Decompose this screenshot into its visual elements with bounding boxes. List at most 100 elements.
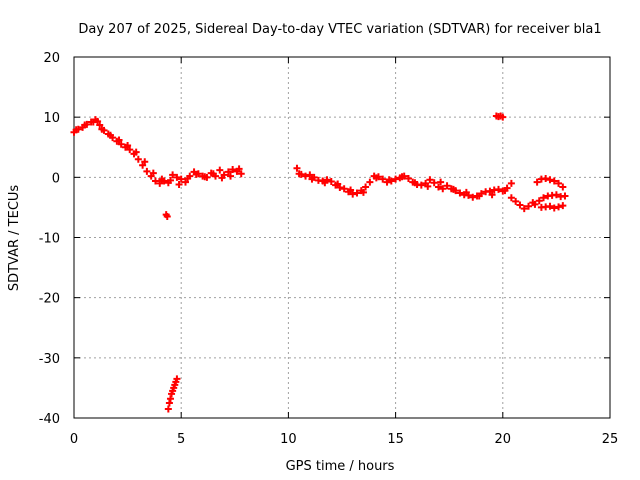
data-point [165, 399, 173, 407]
data-point [149, 169, 157, 177]
data-point [132, 148, 140, 156]
data-point [96, 121, 104, 129]
data-point [449, 185, 457, 193]
data-point [424, 182, 432, 190]
data-point [173, 375, 181, 383]
data-point [235, 165, 243, 173]
data-point [475, 192, 483, 200]
data-point [143, 167, 151, 175]
y-tick-label: 20 [43, 51, 60, 66]
data-point [417, 181, 425, 189]
data-point [512, 197, 520, 205]
data-point [443, 182, 451, 190]
data-point [525, 202, 533, 210]
data-point [501, 187, 509, 195]
data-point [362, 183, 370, 191]
data-point [456, 189, 464, 197]
data-point [295, 170, 303, 178]
data-point [516, 201, 524, 209]
data-point [533, 178, 541, 186]
data-point [321, 179, 329, 187]
data-point [81, 121, 89, 129]
data-point [495, 185, 503, 193]
data-point [158, 175, 166, 183]
data-point [334, 180, 342, 188]
data-point [302, 172, 310, 180]
data-point [437, 178, 445, 186]
data-point [124, 141, 132, 149]
data-point [224, 168, 232, 176]
y-tick-label: 10 [43, 111, 60, 126]
data-point [306, 171, 314, 179]
data-point [181, 178, 189, 186]
data-point [552, 191, 560, 199]
data-point [175, 181, 183, 189]
data-point [184, 175, 192, 183]
data-point [462, 188, 470, 196]
data-point [216, 166, 224, 174]
data-point [117, 140, 125, 148]
data-point [372, 174, 380, 182]
x-tick-label: 25 [602, 432, 619, 447]
y-axis-label: SDTVAR / TECUs [7, 185, 22, 292]
data-point [486, 187, 494, 195]
data-point [359, 188, 367, 196]
data-point [555, 203, 563, 211]
data-point [201, 173, 209, 181]
data-point [559, 202, 567, 210]
data-point [166, 176, 174, 184]
data-point [163, 212, 171, 220]
data-point [166, 395, 174, 403]
x-tick-label: 5 [177, 432, 185, 447]
data-point [169, 171, 177, 179]
data-points [70, 112, 569, 413]
data-point [229, 166, 237, 174]
data-point [336, 184, 344, 192]
data-point [555, 179, 563, 187]
chart-title: Day 207 of 2025, Sidereal Day-to-day VTE… [78, 22, 601, 37]
data-point [546, 202, 554, 210]
data-point [139, 161, 147, 169]
data-point [540, 194, 548, 202]
data-point [340, 185, 348, 193]
data-point [106, 131, 114, 139]
data-point [550, 204, 558, 212]
data-point [392, 175, 400, 183]
data-point [227, 172, 235, 180]
data-point [398, 173, 406, 181]
data-point [546, 176, 554, 184]
data-point [72, 126, 80, 134]
data-point [507, 194, 515, 202]
data-point [426, 176, 434, 184]
data-point [499, 113, 507, 121]
data-point [177, 175, 185, 183]
data-point [439, 185, 447, 193]
x-tick-label: 0 [70, 432, 78, 447]
data-point [561, 192, 569, 200]
data-point [327, 178, 335, 186]
data-point [209, 170, 217, 178]
data-point [353, 189, 361, 197]
y-tick-label: 0 [52, 171, 60, 186]
data-point [385, 176, 393, 184]
data-point [126, 146, 134, 154]
data-point [404, 175, 412, 183]
data-point [151, 177, 159, 185]
data-point [434, 183, 442, 191]
data-point [535, 197, 543, 205]
data-point [347, 186, 355, 194]
x-axis-label: GPS time / hours [286, 459, 395, 474]
data-point [559, 183, 567, 191]
x-tick-label: 15 [387, 432, 404, 447]
data-point [469, 193, 477, 201]
data-point [192, 170, 200, 178]
grid [74, 57, 610, 418]
data-point [134, 155, 142, 163]
data-point [308, 175, 316, 183]
data-point [115, 136, 123, 144]
data-point [550, 177, 558, 185]
data-point [366, 178, 374, 186]
data-point [520, 205, 528, 213]
data-point [218, 174, 226, 182]
data-point [507, 179, 515, 187]
